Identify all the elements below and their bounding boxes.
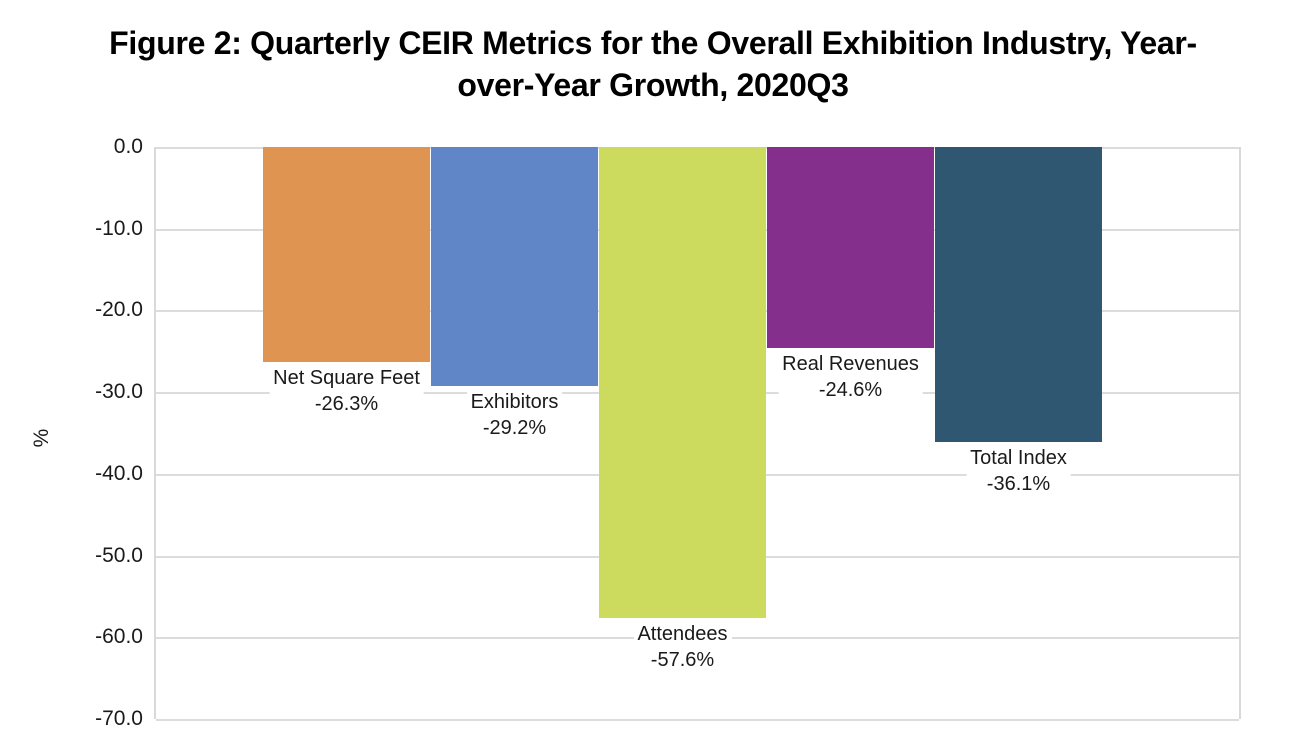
bar-data-label: Net Square Feet -26.3% (269, 364, 424, 417)
y-axis-tick-label: -30.0 (95, 380, 143, 404)
bar-total-index (935, 147, 1102, 442)
bar-net-square-feet (263, 147, 430, 362)
bar-category-label: Real Revenues (782, 353, 919, 376)
bar-value-label: -57.6% (650, 648, 715, 671)
y-axis-tick-label: -70.0 (95, 707, 143, 730)
y-axis-tick-label: -50.0 (95, 543, 143, 567)
bar-data-label: Attendees -57.6% (633, 620, 732, 673)
chart-title-line1: Figure 2: Quarterly CEIR Metrics for the… (109, 25, 1197, 61)
chart-title: Figure 2: Quarterly CEIR Metrics for the… (8, 22, 1298, 106)
bar-category-label: Attendees (637, 622, 728, 645)
y-axis-tick-label: 0.0 (113, 135, 143, 158)
plot-area: Net Square Feet -26.3% Exhibitors -29.2% Att… (154, 147, 1241, 721)
bar-data-label: Real Revenues -24.6% (778, 351, 923, 404)
bar-value-label: -36.1% (986, 472, 1051, 495)
bar-category-label: Total Index (970, 446, 1067, 469)
chart-title-line2: over-Year Growth, 2020Q3 (457, 67, 849, 103)
bar-value-label: -29.2% (482, 416, 547, 439)
bar-data-label: Total Index -36.1% (966, 444, 1071, 497)
bar-value-label: -26.3% (314, 392, 379, 415)
bar-data-label: Exhibitors -29.2% (466, 388, 563, 441)
y-axis-title: % (30, 428, 53, 448)
bar-attendees (599, 147, 766, 618)
bar-category-label: Exhibitors (470, 390, 559, 413)
y-axis-tick-label: -60.0 (95, 625, 143, 649)
bar-value-label: -24.6% (818, 379, 883, 402)
gridline (156, 719, 1239, 721)
y-axis-tick-label: -10.0 (95, 216, 143, 240)
bar-category-label: Net Square Feet (273, 366, 420, 389)
y-axis-tick-label: -20.0 (95, 298, 143, 322)
y-axis-tick-label: -40.0 (95, 461, 143, 485)
bar-exhibitors (431, 147, 598, 386)
bar-real-revenues (767, 147, 934, 349)
